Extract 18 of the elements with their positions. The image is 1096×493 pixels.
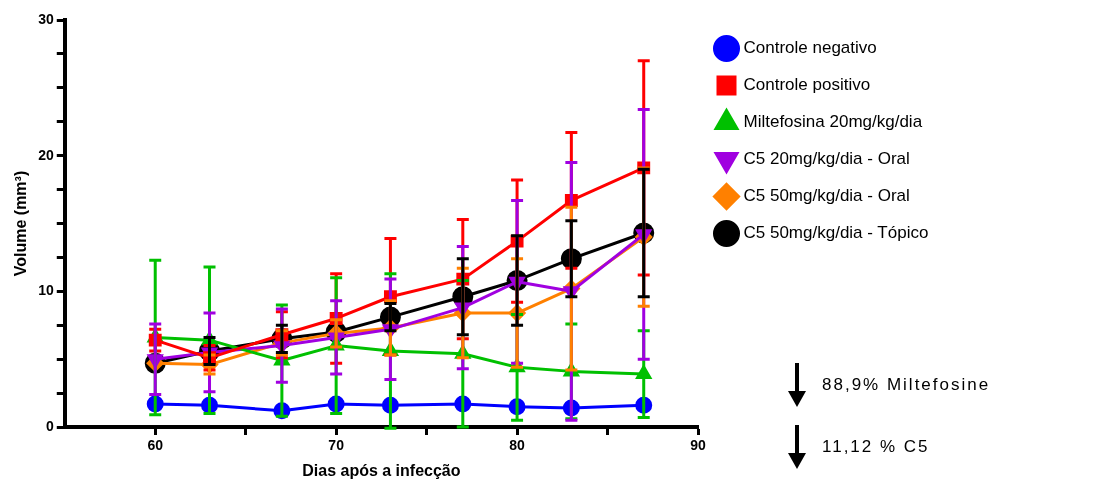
legend-label: Controle negativo [743, 38, 877, 58]
legend-label: C5 20mg/kg/dia - Oral [743, 149, 910, 169]
text: 88,9% Miltefosine [822, 375, 991, 395]
x-tick-label: 90 [690, 437, 706, 454]
text: 11,12 % C5 [822, 437, 930, 457]
y-tick-label: 30 [38, 10, 54, 27]
legend-label: Controle positivo [743, 75, 871, 95]
x-tick-label: 80 [509, 437, 526, 454]
x-tick-label: 70 [328, 437, 345, 454]
legend-label: C5 50mg/kg/dia - Oral [743, 186, 910, 206]
y-tick-label: 10 [38, 282, 54, 299]
x-tick-label: 60 [147, 437, 164, 454]
legend-label: Miltefosina 20mg/kg/dia [743, 112, 923, 132]
y-tick-label: 20 [38, 146, 54, 163]
x-axis-title: Dias após a infecção [302, 461, 461, 479]
y-axis-title: Volume (mm³) [12, 170, 30, 277]
legend-label: C5 50mg/kg/dia - Tópico [743, 223, 929, 243]
y-tick-label: 0 [45, 417, 54, 434]
